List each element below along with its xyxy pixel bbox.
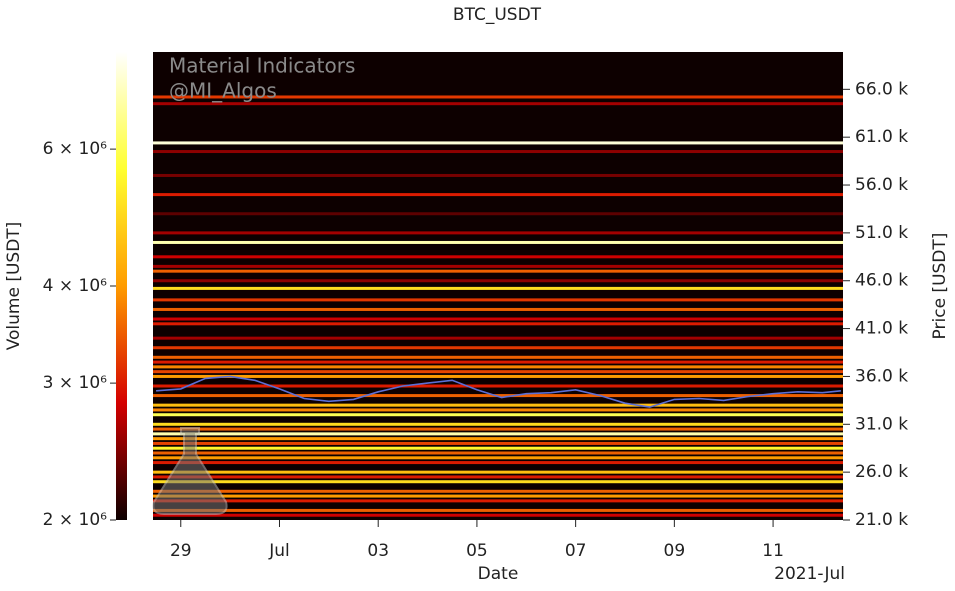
x-tick-label: 09 [664, 541, 686, 561]
y-tick-label: 36.0 k [855, 366, 908, 386]
heatmap-cell [153, 470, 843, 474]
heatmap-cell [153, 212, 843, 216]
heatmap-cell [153, 365, 843, 369]
y-tick-label: 26.0 k [855, 462, 908, 482]
heatmap-cell [153, 322, 843, 326]
heatmap-cell [153, 286, 843, 290]
heatmap-cell [153, 255, 843, 259]
x-tick-label: 11 [762, 541, 784, 561]
heatmap-cell [153, 370, 843, 374]
colorbar-tick-label: 3 × 10⁶ [43, 373, 107, 393]
heatmap-cell [153, 346, 843, 350]
heatmap-cell [153, 456, 843, 460]
watermark: @MI_Algos [169, 79, 277, 103]
heatmap-cell [153, 446, 843, 450]
y-tick-label: 46.0 k [855, 271, 908, 291]
heatmap-cell [153, 480, 843, 484]
colorbar-tick-label: 4 × 10⁶ [43, 276, 107, 296]
heatmap-cell [153, 427, 843, 431]
heatmap-cell [153, 141, 843, 145]
heatmap-cell [153, 451, 843, 455]
x-tick-label: 05 [466, 541, 488, 561]
x-tick-label: 03 [367, 541, 389, 561]
heatmap-background [153, 52, 843, 520]
heatmap-cell [153, 437, 843, 441]
heatmap-cell [153, 508, 843, 512]
x-tick-label: 29 [170, 541, 192, 561]
y-tick-label: 66.0 k [855, 79, 908, 99]
chart-title: BTC_USDT [453, 5, 542, 25]
heatmap-cell [153, 489, 843, 493]
heatmap-cell [153, 269, 843, 273]
x-tick-label: Jul [268, 541, 290, 561]
heatmap-cell [153, 336, 843, 340]
colorbar [116, 52, 127, 520]
heatmap-cell [153, 360, 843, 364]
heatmap-cell [153, 432, 843, 436]
colorbar-tick-label: 6 × 10⁶ [43, 139, 107, 159]
heatmap-cell [153, 494, 843, 498]
y-tick-label: 61.0 k [855, 127, 908, 147]
y-tick-label: 41.0 k [855, 319, 908, 339]
y-tick-label: 31.0 k [855, 414, 908, 434]
heatmap-cell [153, 317, 843, 321]
price-line [156, 375, 841, 408]
heatmap-cell [153, 499, 843, 503]
x-axis-label: Date [478, 564, 519, 584]
heatmap-cell [153, 231, 843, 235]
plot-area [153, 52, 843, 520]
heatmap-cell [153, 173, 843, 177]
colorbar-tick-label: 2 × 10⁶ [43, 510, 107, 530]
heatmap-cell [153, 264, 843, 268]
heatmap-cell [153, 413, 843, 417]
colorbar-label: Volume [USDT] [4, 222, 24, 351]
heatmap-cell [153, 240, 843, 244]
x-tick-label: 07 [565, 541, 587, 561]
heatmap-cell [153, 461, 843, 465]
heatmap-cell [153, 307, 843, 311]
y-tick-label: 51.0 k [855, 223, 908, 243]
heatmap-cell [153, 279, 843, 283]
y-axis-label: Price [USDT] [930, 233, 950, 340]
heatmap-cell [153, 384, 843, 388]
heatmap-cell [153, 441, 843, 445]
heatmap-cell [153, 374, 843, 378]
logo-icon [152, 427, 228, 515]
heatmap-cell [153, 95, 843, 99]
heatmap-cell [153, 298, 843, 302]
x-offset-label: 2021-Jul [774, 564, 845, 584]
heatmap-cell [153, 102, 843, 106]
y-tick-label: 21.0 k [855, 510, 908, 530]
watermark: Material Indicators [169, 54, 355, 78]
y-tick-label: 56.0 k [855, 175, 908, 195]
heatmap-cell [153, 193, 843, 197]
heatmap-cell [153, 475, 843, 479]
logo-flask [152, 427, 228, 515]
heatmap-cell [153, 513, 843, 517]
heatmap-cell [153, 403, 843, 407]
heatmap-cell [153, 408, 843, 412]
heatmap-cell [153, 150, 843, 154]
heatmap-cell [153, 422, 843, 426]
heatmap-cell [153, 355, 843, 359]
